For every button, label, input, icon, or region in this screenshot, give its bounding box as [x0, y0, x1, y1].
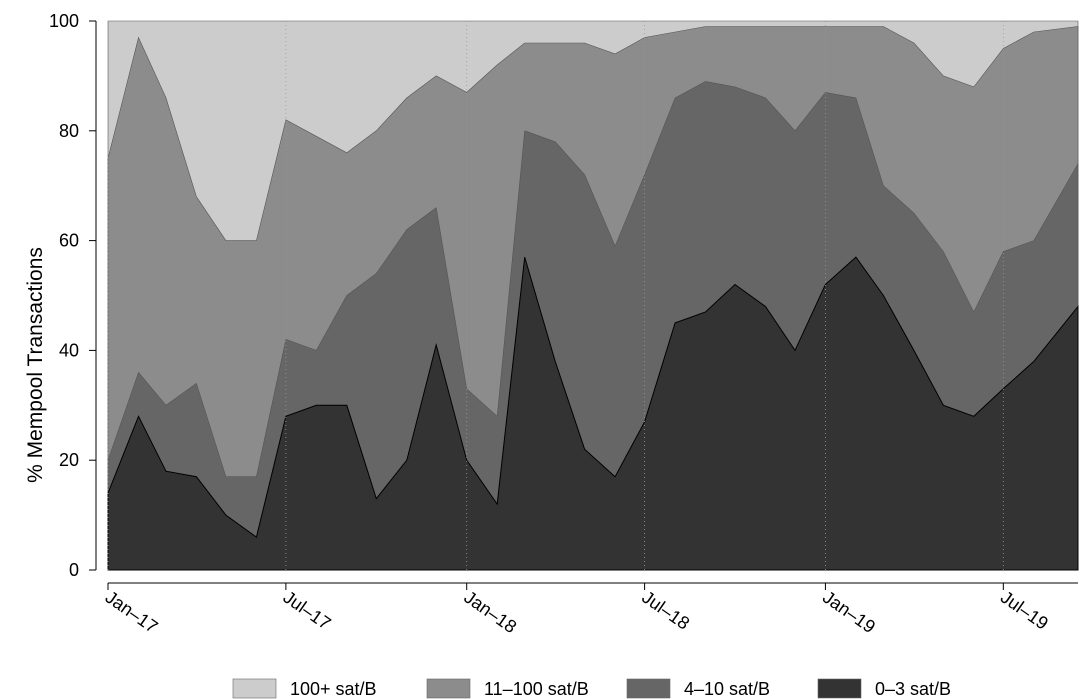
- x-tick-label-4: Jan–19: [819, 587, 879, 637]
- legend-label-3: 0–3 sat/B: [875, 679, 951, 699]
- y-axis-title: % Mempool Transactions: [24, 247, 47, 483]
- area-series-0: [107, 256, 1079, 571]
- y-tick-label-0: 0: [69, 560, 79, 580]
- legend-swatch-3: [817, 678, 862, 699]
- legend-swatch-0: [232, 678, 277, 699]
- y-tick-label-3: 60: [59, 231, 79, 251]
- legend-label-0: 100+ sat/B: [290, 679, 377, 699]
- legend: 100+ sat/B 11–100 sat/B 4–10 sat/B 0–3 sat/…: [232, 678, 951, 699]
- x-tick-label-3: Jul–18: [638, 587, 693, 634]
- x-tick-label-5: Jul–19: [997, 587, 1052, 634]
- x-tick-label-2: Jan–18: [460, 587, 520, 637]
- legend-label-1: 11–100 sat/B: [484, 679, 589, 699]
- legend-label-2: 4–10 sat/B: [684, 679, 770, 699]
- area-layers: [107, 20, 1079, 571]
- x-tick-label-0: Jan–17: [102, 587, 162, 637]
- y-tick-label-4: 80: [59, 121, 79, 141]
- legend-swatch-1: [426, 678, 471, 699]
- y-tick-label-2: 40: [59, 340, 79, 360]
- y-tick-label-5: 100: [49, 11, 79, 31]
- y-tick-label-1: 20: [59, 450, 79, 470]
- x-tick-label-1: Jul–17: [280, 587, 335, 634]
- legend-swatch-2: [626, 678, 671, 699]
